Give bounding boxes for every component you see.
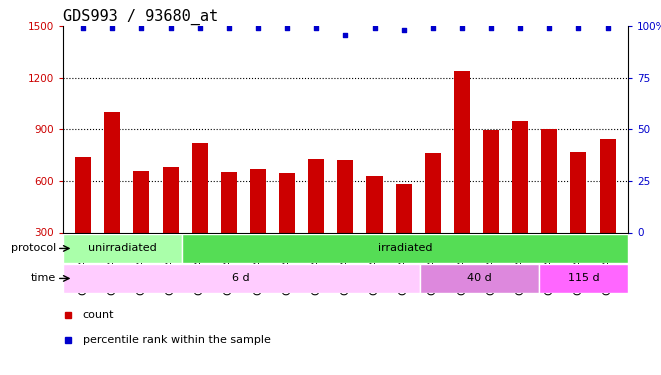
Bar [541,129,557,284]
Bar [63,234,182,262]
Bar [366,176,383,284]
Text: percentile rank within the sample: percentile rank within the sample [83,335,270,345]
Point [544,26,555,32]
Text: 115 d: 115 d [568,273,599,284]
Bar [279,173,295,284]
Point [573,26,584,32]
Point [602,26,613,32]
Point [340,32,350,38]
Bar [250,169,266,284]
Bar [163,167,178,284]
Bar [539,264,628,292]
Bar [600,139,615,284]
Bar [134,171,149,284]
Bar [182,234,628,262]
Text: count: count [83,310,114,320]
Point [311,26,321,32]
Text: unirradiated: unirradiated [88,243,157,254]
Bar [425,153,441,284]
Point [107,26,118,32]
Point [457,26,467,32]
Bar [308,159,325,284]
Bar [63,264,420,292]
Bar [221,172,237,284]
Text: GDS993 / 93680_at: GDS993 / 93680_at [63,9,218,25]
Point [253,26,263,32]
Point [282,26,292,32]
Text: protocol: protocol [11,243,56,254]
Point [399,27,409,33]
Bar [396,184,412,284]
Point [515,26,525,32]
Bar [454,71,470,284]
Bar [75,157,91,284]
Point [369,26,380,32]
Bar [512,121,528,284]
Bar [420,264,539,292]
Bar [570,152,586,284]
Text: irradiated: irradiated [377,243,432,254]
Point [136,26,147,32]
Point [223,26,234,32]
Bar [104,112,120,284]
Text: time: time [31,273,56,284]
Point [486,26,496,32]
Text: 40 d: 40 d [467,273,492,284]
Point [428,26,438,32]
Bar [192,143,208,284]
Point [165,26,176,32]
Point [194,26,205,32]
Bar [337,160,354,284]
Text: 6 d: 6 d [233,273,250,284]
Point [78,26,89,32]
Bar [483,130,499,284]
